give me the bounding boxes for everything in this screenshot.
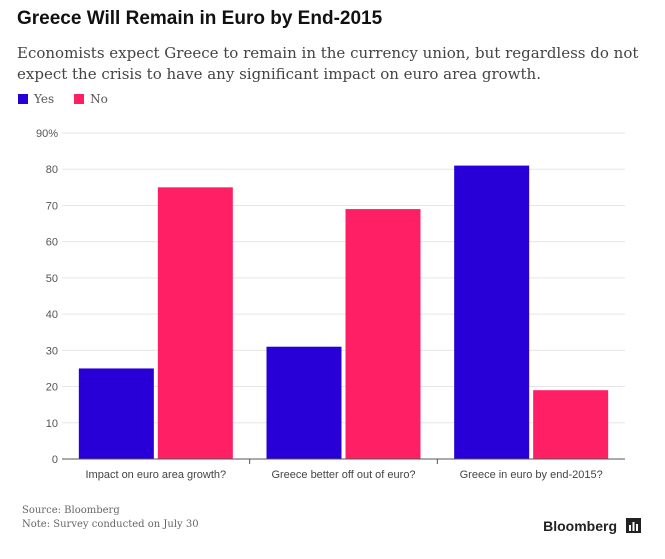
survey-note: Note: Survey conducted on July 30 [22, 519, 199, 530]
y-tick-label: 30 [46, 345, 58, 357]
y-tick-label: 80 [46, 164, 58, 176]
legend-label-yes: Yes [34, 92, 55, 106]
bar-no [533, 390, 609, 459]
x-tick-label: Greece better off out of euro? [271, 469, 415, 481]
x-tick-label: Greece in euro by end-2015? [460, 469, 603, 481]
chart-subtitle: Economists expect Greece to remain in th… [17, 44, 639, 83]
brand-logo: Bloomberg [543, 518, 617, 534]
legend-item-no: No [74, 92, 108, 106]
y-tick-label: 70 [46, 200, 58, 212]
y-tick-label: 50 [46, 273, 58, 285]
legend: Yes No [18, 92, 128, 106]
chart-title: Greece Will Remain in Euro by End-2015 [17, 8, 383, 29]
y-tick-label: 20 [46, 382, 58, 394]
source-note: Source: Bloomberg [22, 505, 120, 516]
bar-chart-icon [626, 518, 641, 533]
y-tick-label: 90% [36, 128, 58, 140]
y-tick-label: 0 [52, 454, 58, 466]
x-tick-label: Impact on euro area growth? [86, 469, 227, 481]
bar-chart: 0 10 20 30 40 50 60 70 80 90% Impact on euro area … [36, 128, 625, 481]
bar-no [345, 209, 421, 459]
bar-yes [454, 165, 530, 459]
bar-yes [78, 368, 154, 459]
y-tick-label: 60 [46, 237, 58, 249]
bar-yes [266, 346, 342, 459]
legend-swatch-no [74, 94, 85, 104]
bar-no [157, 187, 233, 460]
y-tick-label: 10 [46, 418, 58, 430]
legend-swatch-yes [18, 94, 28, 104]
legend-item-yes: Yes [18, 92, 54, 106]
y-tick-label: 40 [46, 309, 58, 321]
legend-label-no: No [90, 92, 108, 106]
